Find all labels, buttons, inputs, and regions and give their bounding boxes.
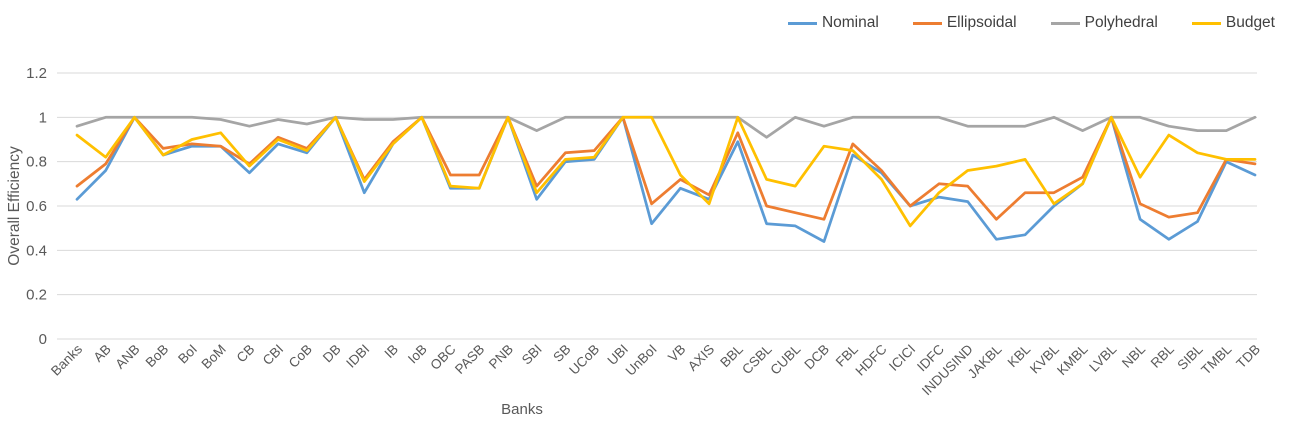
x-tick-label: CBI bbox=[260, 342, 287, 369]
y-axis-tick-labels: 0 0.2 0.4 0.6 0.8 1 1.2 bbox=[26, 65, 47, 348]
x-tick-label: IoB bbox=[405, 342, 430, 367]
y-tick-label: 0.2 bbox=[26, 287, 47, 304]
x-tick-label: BoM bbox=[199, 342, 229, 372]
x-tick-label: CB bbox=[234, 342, 258, 366]
x-tick-label: PNB bbox=[486, 342, 516, 372]
legend-label-ellipsoidal: Ellipsoidal bbox=[946, 14, 1017, 31]
x-tick-label: SB bbox=[550, 342, 573, 365]
legend-label-polyhedral: Polyhedral bbox=[1084, 14, 1158, 31]
ellipsoidal-line-swatch-icon bbox=[912, 21, 942, 25]
x-tick-label: ANB bbox=[112, 342, 142, 372]
x-tick-label: BoB bbox=[143, 342, 172, 371]
x-tick-label: AB bbox=[91, 342, 114, 365]
x-tick-label: KMBL bbox=[1054, 341, 1091, 378]
series-line-nominal bbox=[75, 115, 1257, 243]
x-tick-label: IB bbox=[382, 342, 402, 362]
x-tick-label: UCoB bbox=[566, 342, 602, 378]
x-tick-label: CoB bbox=[286, 342, 315, 371]
x-tick-label: NBL bbox=[1119, 341, 1149, 371]
legend-item-ellipsoidal: Ellipsoidal bbox=[912, 14, 1017, 32]
series-line-polyhedral bbox=[75, 115, 1257, 139]
x-axis-title: Banks bbox=[501, 401, 543, 418]
y-tick-label: 0.4 bbox=[26, 242, 47, 259]
x-tick-label: RBL bbox=[1148, 341, 1178, 371]
x-tick-label: LVBL bbox=[1086, 341, 1120, 375]
legend-item-nominal: Nominal bbox=[787, 14, 879, 32]
x-tick-label: UnBoI bbox=[623, 342, 660, 379]
series-line-ellipsoidal bbox=[75, 115, 1257, 221]
polyhedral-line-swatch-icon bbox=[1050, 21, 1080, 25]
x-tick-label: TDB bbox=[1233, 342, 1263, 372]
x-tick-label: SBI bbox=[519, 342, 545, 368]
legend-item-polyhedral: Polyhedral bbox=[1050, 14, 1158, 32]
x-tick-label: DB bbox=[320, 342, 344, 366]
gridlines bbox=[57, 72, 1257, 340]
x-tick-label: CUBL bbox=[767, 341, 803, 377]
x-tick-label: PASB bbox=[452, 342, 487, 377]
series-line-budget bbox=[75, 115, 1257, 228]
x-tick-label: BoI bbox=[175, 342, 200, 367]
y-tick-label: 1.2 bbox=[26, 65, 47, 82]
x-tick-label: VB bbox=[665, 342, 688, 365]
nominal-line-swatch-icon bbox=[787, 21, 817, 25]
chart-legend: Nominal Ellipsoidal Polyhedral Budget bbox=[787, 14, 1275, 32]
x-tick-label: ICICI bbox=[886, 342, 918, 374]
series-lines bbox=[75, 115, 1257, 243]
legend-label-nominal: Nominal bbox=[821, 14, 879, 31]
x-tick-label: TMBL bbox=[1198, 341, 1234, 377]
x-tick-label: CSBL bbox=[739, 341, 775, 377]
budget-line-swatch-icon bbox=[1191, 21, 1221, 25]
x-tick-label: Banks bbox=[48, 341, 85, 378]
x-tick-label: DCB bbox=[801, 342, 832, 373]
y-tick-label: 0.6 bbox=[26, 198, 47, 215]
y-tick-label: 0 bbox=[39, 331, 47, 348]
x-tick-label: IDBI bbox=[343, 342, 372, 371]
y-tick-label: 1 bbox=[39, 109, 47, 126]
x-tick-label: AXIS bbox=[685, 342, 717, 374]
y-tick-label: 0.8 bbox=[26, 154, 47, 171]
legend-label-budget: Budget bbox=[1225, 14, 1275, 31]
x-tick-label: HDFC bbox=[852, 341, 889, 378]
y-axis-title: Overall Efficiency bbox=[6, 146, 23, 266]
legend-item-budget: Budget bbox=[1191, 14, 1275, 32]
